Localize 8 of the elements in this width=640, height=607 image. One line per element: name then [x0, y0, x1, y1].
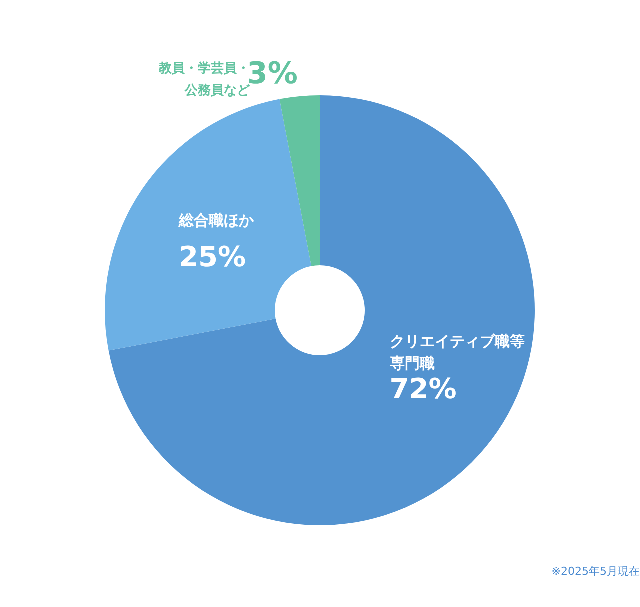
- donut-slice: [108, 96, 535, 526]
- slice-label: 総合職ほか: [178, 212, 256, 230]
- donut-slice: [280, 96, 320, 266]
- donut-slice: [105, 99, 312, 351]
- data-label: 25%: [179, 240, 246, 274]
- text: ※2025年5月現在: [552, 565, 640, 578]
- slice-label: クリエイティブ職等専門職: [388, 332, 525, 373]
- data-label: 72%: [390, 372, 457, 406]
